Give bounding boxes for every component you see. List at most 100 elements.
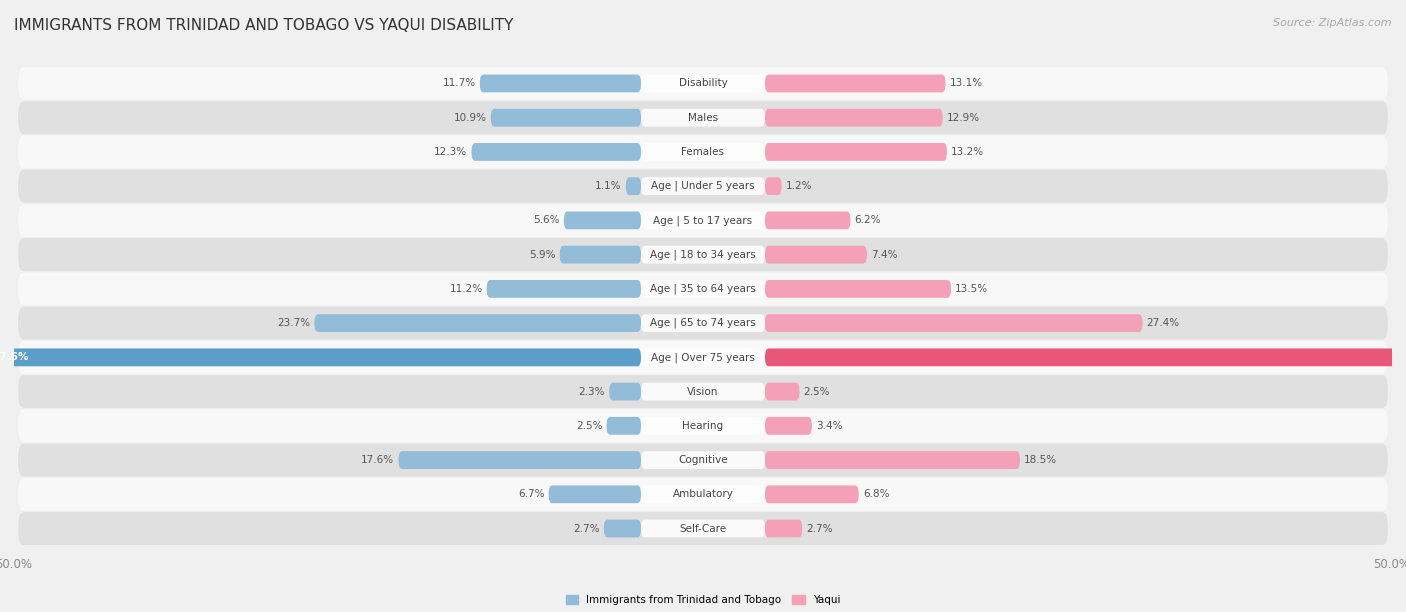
FancyBboxPatch shape — [765, 177, 782, 195]
FancyBboxPatch shape — [18, 272, 1388, 305]
FancyBboxPatch shape — [641, 109, 765, 127]
Text: Age | Under 5 years: Age | Under 5 years — [651, 181, 755, 192]
Text: Self-Care: Self-Care — [679, 523, 727, 534]
FancyBboxPatch shape — [641, 520, 765, 537]
FancyBboxPatch shape — [18, 238, 1388, 271]
FancyBboxPatch shape — [765, 246, 868, 264]
FancyBboxPatch shape — [18, 307, 1388, 340]
Text: 13.1%: 13.1% — [949, 78, 983, 89]
Text: 1.2%: 1.2% — [786, 181, 813, 191]
FancyBboxPatch shape — [18, 375, 1388, 408]
FancyBboxPatch shape — [765, 143, 946, 161]
Text: 3.4%: 3.4% — [815, 421, 842, 431]
FancyBboxPatch shape — [641, 177, 765, 195]
Text: 6.7%: 6.7% — [517, 490, 544, 499]
Text: Hearing: Hearing — [682, 421, 724, 431]
Text: 11.7%: 11.7% — [443, 78, 475, 89]
FancyBboxPatch shape — [18, 135, 1388, 168]
Text: Age | 5 to 17 years: Age | 5 to 17 years — [654, 215, 752, 226]
FancyBboxPatch shape — [603, 520, 641, 537]
Text: Source: ZipAtlas.com: Source: ZipAtlas.com — [1274, 18, 1392, 28]
FancyBboxPatch shape — [641, 246, 765, 264]
Text: 1.1%: 1.1% — [595, 181, 621, 191]
FancyBboxPatch shape — [765, 417, 811, 435]
Text: 17.6%: 17.6% — [361, 455, 394, 465]
FancyBboxPatch shape — [18, 204, 1388, 237]
FancyBboxPatch shape — [765, 109, 943, 127]
Text: Age | 18 to 34 years: Age | 18 to 34 years — [650, 250, 756, 260]
Text: 13.2%: 13.2% — [950, 147, 984, 157]
FancyBboxPatch shape — [765, 451, 1019, 469]
FancyBboxPatch shape — [479, 75, 641, 92]
FancyBboxPatch shape — [641, 75, 765, 92]
FancyBboxPatch shape — [18, 409, 1388, 442]
Text: 2.3%: 2.3% — [579, 387, 605, 397]
FancyBboxPatch shape — [398, 451, 641, 469]
FancyBboxPatch shape — [18, 67, 1388, 100]
Text: 2.7%: 2.7% — [807, 523, 832, 534]
Text: 2.5%: 2.5% — [804, 387, 830, 397]
FancyBboxPatch shape — [641, 485, 765, 503]
Text: 5.9%: 5.9% — [529, 250, 555, 259]
Text: 47.6%: 47.6% — [0, 353, 28, 362]
Text: 27.4%: 27.4% — [1147, 318, 1180, 328]
Text: 5.6%: 5.6% — [533, 215, 560, 225]
FancyBboxPatch shape — [18, 444, 1388, 477]
FancyBboxPatch shape — [18, 478, 1388, 511]
FancyBboxPatch shape — [765, 520, 803, 537]
Text: Vision: Vision — [688, 387, 718, 397]
FancyBboxPatch shape — [765, 212, 851, 230]
FancyBboxPatch shape — [641, 143, 765, 161]
Text: 23.7%: 23.7% — [277, 318, 311, 328]
FancyBboxPatch shape — [626, 177, 641, 195]
FancyBboxPatch shape — [765, 280, 950, 298]
Text: 12.9%: 12.9% — [946, 113, 980, 122]
Text: 2.7%: 2.7% — [574, 523, 599, 534]
Text: 6.2%: 6.2% — [855, 215, 882, 225]
FancyBboxPatch shape — [18, 170, 1388, 203]
FancyBboxPatch shape — [765, 75, 945, 92]
FancyBboxPatch shape — [641, 382, 765, 400]
FancyBboxPatch shape — [18, 101, 1388, 134]
FancyBboxPatch shape — [18, 512, 1388, 545]
FancyBboxPatch shape — [765, 348, 1406, 366]
Text: Cognitive: Cognitive — [678, 455, 728, 465]
Text: 13.5%: 13.5% — [955, 284, 988, 294]
Text: 11.2%: 11.2% — [450, 284, 482, 294]
Text: Age | Over 75 years: Age | Over 75 years — [651, 352, 755, 362]
FancyBboxPatch shape — [641, 314, 765, 332]
FancyBboxPatch shape — [641, 417, 765, 435]
FancyBboxPatch shape — [765, 314, 1143, 332]
FancyBboxPatch shape — [606, 417, 641, 435]
FancyBboxPatch shape — [564, 212, 641, 230]
Text: 6.8%: 6.8% — [863, 490, 890, 499]
FancyBboxPatch shape — [486, 280, 641, 298]
FancyBboxPatch shape — [765, 485, 859, 503]
FancyBboxPatch shape — [0, 348, 641, 366]
Text: Females: Females — [682, 147, 724, 157]
Text: Age | 35 to 64 years: Age | 35 to 64 years — [650, 283, 756, 294]
Text: 18.5%: 18.5% — [1024, 455, 1057, 465]
FancyBboxPatch shape — [641, 280, 765, 298]
FancyBboxPatch shape — [609, 382, 641, 400]
Text: Ambulatory: Ambulatory — [672, 490, 734, 499]
Legend: Immigrants from Trinidad and Tobago, Yaqui: Immigrants from Trinidad and Tobago, Yaq… — [561, 591, 845, 609]
Text: Males: Males — [688, 113, 718, 122]
FancyBboxPatch shape — [548, 485, 641, 503]
FancyBboxPatch shape — [641, 212, 765, 230]
FancyBboxPatch shape — [641, 451, 765, 469]
FancyBboxPatch shape — [641, 348, 765, 366]
FancyBboxPatch shape — [491, 109, 641, 127]
FancyBboxPatch shape — [765, 382, 800, 400]
Text: 12.3%: 12.3% — [434, 147, 467, 157]
FancyBboxPatch shape — [471, 143, 641, 161]
Text: IMMIGRANTS FROM TRINIDAD AND TOBAGO VS YAQUI DISABILITY: IMMIGRANTS FROM TRINIDAD AND TOBAGO VS Y… — [14, 18, 513, 34]
Text: 10.9%: 10.9% — [454, 113, 486, 122]
Text: 7.4%: 7.4% — [872, 250, 897, 259]
Text: Disability: Disability — [679, 78, 727, 89]
FancyBboxPatch shape — [315, 314, 641, 332]
Text: Age | 65 to 74 years: Age | 65 to 74 years — [650, 318, 756, 329]
Text: 2.5%: 2.5% — [576, 421, 602, 431]
FancyBboxPatch shape — [560, 246, 641, 264]
FancyBboxPatch shape — [18, 341, 1388, 374]
